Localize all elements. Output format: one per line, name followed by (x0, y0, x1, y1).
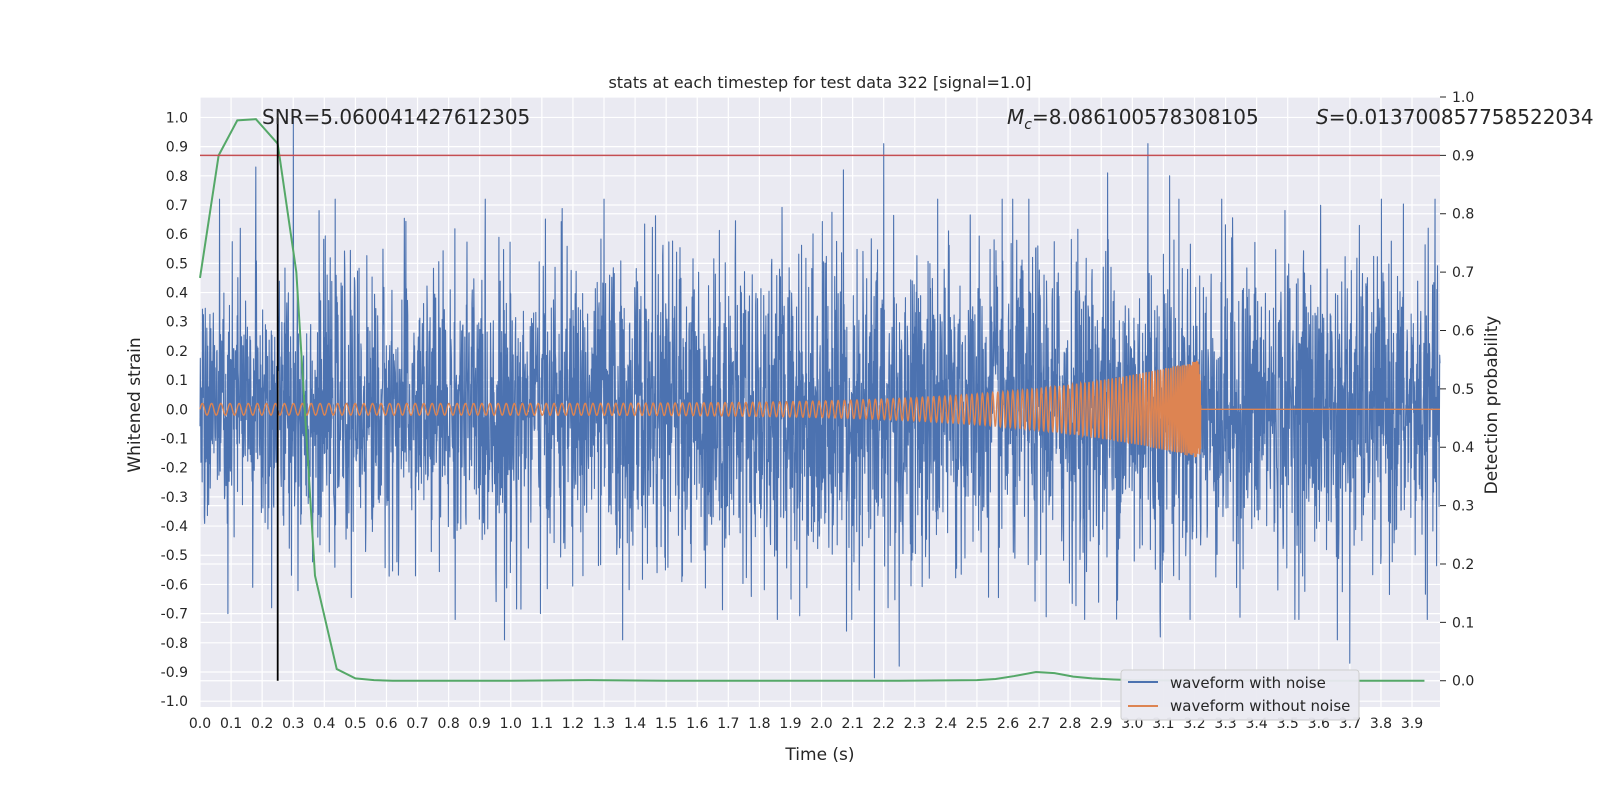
x-tick-label: 0.7 (406, 716, 428, 732)
y-tick-label-right: 0.4 (1452, 440, 1474, 456)
y-tick-label-right: 0.5 (1452, 382, 1474, 398)
y-axis-right-ticks: 1.0 0.9 0.8 0.7 0.6 0.5 0.4 0.3 0.2 0.1 0.0 (1440, 90, 1474, 690)
y-tick-label-left: 0.9 (166, 140, 188, 156)
x-tick-label: 2.1 (841, 716, 863, 732)
x-tick-label: 2.9 (1090, 716, 1112, 732)
y-axis-left-label: Whitened strain (125, 337, 145, 472)
y-tick-label-right: 0.0 (1452, 674, 1474, 690)
x-tick-label: 3.9 (1401, 716, 1423, 732)
y-tick-label-left: 0.7 (166, 198, 188, 214)
y-tick-label-left: 0.0 (166, 402, 188, 418)
y-tick-label-right: 0.6 (1452, 323, 1474, 339)
x-tick-label: 1.8 (748, 716, 770, 732)
x-tick-label: 1.2 (562, 716, 584, 732)
x-tick-label: 2.5 (966, 716, 988, 732)
x-tick-label: 1.4 (624, 716, 646, 732)
y-tick-label-left: 0.1 (166, 373, 188, 389)
x-tick-label: 0.5 (344, 716, 366, 732)
y-axis-left-ticks: 1.0 0.9 0.8 0.7 0.6 0.5 0.4 0.3 0.2 0.1 0.0 -0.1 -0.… (161, 110, 188, 710)
x-tick-label: 1.7 (717, 716, 739, 732)
x-tick-label: 1.3 (593, 716, 615, 732)
y-tick-label-left: -0.9 (161, 665, 188, 681)
x-tick-label: 1.0 (500, 716, 522, 732)
y-tick-label-left: -0.8 (161, 636, 188, 652)
x-tick-label: 2.7 (1028, 716, 1050, 732)
series-waveform-with-noise (199, 116, 1441, 679)
x-tick-label: 0.4 (313, 716, 335, 732)
y-tick-label-left: 0.4 (166, 286, 188, 302)
y-tick-label-left: -0.3 (161, 490, 188, 506)
y-tick-label-left: 0.6 (166, 227, 188, 243)
detection-probability-line (199, 118, 1425, 682)
y-tick-label-right: 0.3 (1452, 499, 1474, 515)
legend-label-clean: waveform without noise (1170, 697, 1350, 715)
y-tick-label-right: 0.1 (1452, 615, 1474, 631)
y-tick-label-right: 0.2 (1452, 557, 1474, 573)
y-tick-label-left: -0.2 (161, 461, 188, 477)
y-tick-label-right: 0.9 (1452, 148, 1474, 164)
y-tick-label-left: -1.0 (161, 694, 188, 710)
x-tick-label: 1.9 (779, 716, 801, 732)
x-tick-label: 0.8 (437, 716, 459, 732)
x-tick-label: 1.1 (531, 716, 553, 732)
annotation-s-clip: S=0.013700857758522034 (1316, 105, 1594, 129)
y-tick-label-right: 1.0 (1452, 90, 1474, 106)
reference-lines (200, 117, 1440, 681)
y-tick-label-left: 1.0 (166, 110, 188, 126)
series-detection-probability (199, 118, 1425, 682)
series-waveform-without-noise (199, 360, 1440, 458)
x-tick-label: 2.3 (904, 716, 926, 732)
x-tick-label: 0.1 (220, 716, 242, 732)
x-tick-label: 2.0 (810, 716, 832, 732)
x-tick-label: 2.4 (935, 716, 957, 732)
y-tick-label-left: 0.3 (166, 315, 188, 331)
y-tick-label-left: 0.8 (166, 169, 188, 185)
x-tick-label: 3.8 (1370, 716, 1392, 732)
y-tick-label-left: -0.5 (161, 548, 188, 564)
x-tick-label: 2.8 (1059, 716, 1081, 732)
y-tick-label-left: -0.4 (161, 519, 188, 535)
x-tick-label: 1.6 (686, 716, 708, 732)
x-tick-label: 0.6 (375, 716, 397, 732)
waveform-without-noise-line (199, 360, 1440, 458)
legend-box (1120, 669, 1360, 721)
y-tick-label-left: 0.2 (166, 344, 188, 360)
chart-title: stats at each timestep for test data 322… (608, 73, 1031, 92)
x-tick-label: 1.5 (655, 716, 677, 732)
x-tick-label: 2.2 (873, 716, 895, 732)
annotation-snr: SNR=5.060041427612305 (262, 105, 530, 129)
legend-label-noise: waveform with noise (1170, 674, 1326, 692)
waveform-with-noise-line (199, 116, 1441, 679)
y-tick-label-left: 0.5 (166, 256, 188, 272)
y-axis-right-label: Detection probability (1482, 316, 1502, 495)
x-tick-label: 0.0 (189, 716, 211, 732)
annotation-chirp-mass: Mc=8.086100578308105 (1007, 105, 1259, 133)
y-tick-label-left: -0.1 (161, 431, 188, 447)
legend: waveform with noise waveform without noi… (1120, 669, 1360, 721)
x-tick-label: 0.9 (469, 716, 491, 732)
y-tick-label-left: -0.6 (161, 577, 188, 593)
annotation-s: S=0.013700857758522034 (1316, 105, 1594, 129)
x-tick-label: 0.3 (282, 716, 304, 732)
y-tick-label-right: 0.7 (1452, 265, 1474, 281)
x-tick-label: 0.2 (251, 716, 273, 732)
x-tick-label: 2.6 (997, 716, 1019, 732)
y-tick-label-right: 0.8 (1452, 207, 1474, 223)
y-tick-label-left: -0.7 (161, 607, 188, 623)
x-axis-label: Time (s) (784, 745, 854, 765)
